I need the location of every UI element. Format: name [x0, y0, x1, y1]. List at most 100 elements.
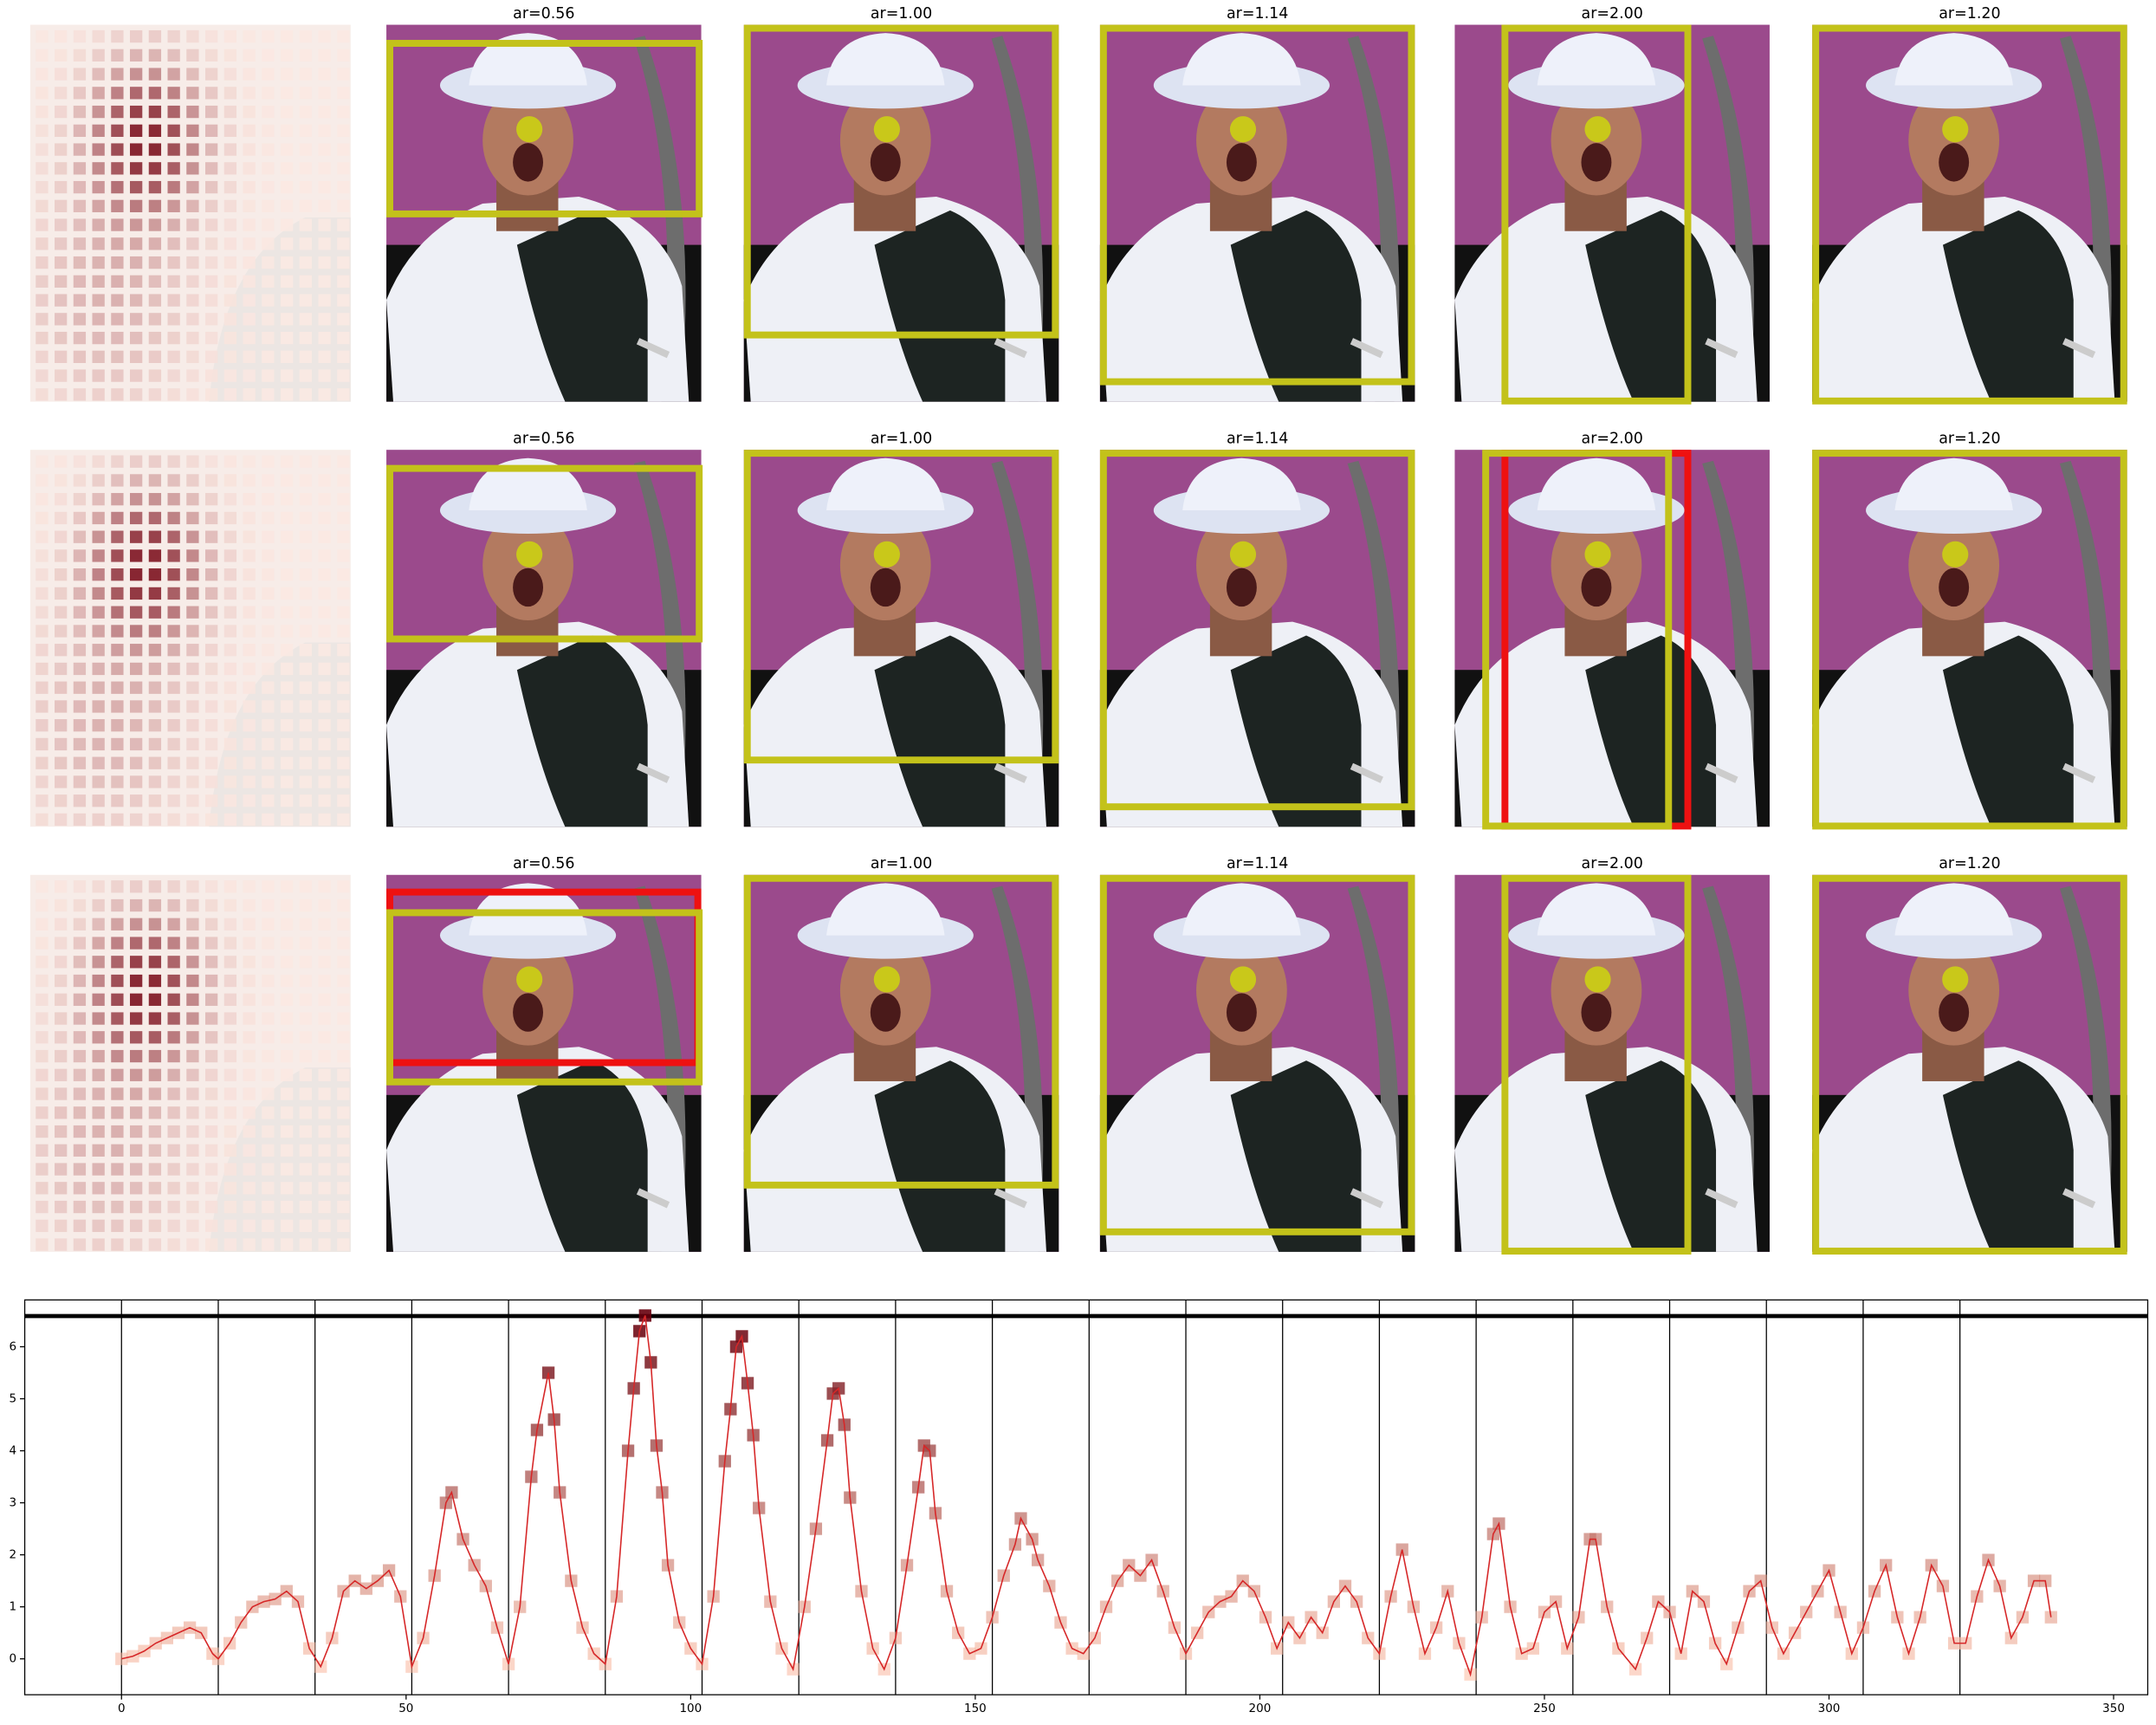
heatmap-cell	[73, 180, 87, 194]
heatmap-cell	[280, 49, 294, 62]
heatmap-cell	[186, 124, 199, 137]
heatmap-cell	[130, 105, 143, 119]
heatmap-cell	[318, 256, 331, 269]
heatmap-cell	[186, 813, 199, 827]
heatmap-cell	[299, 369, 313, 382]
heatmap-cell	[148, 474, 162, 487]
heatmap-cell	[299, 813, 313, 827]
heatmap-cell	[262, 1087, 275, 1100]
heatmap	[29, 874, 351, 1252]
heatmap-cell	[318, 625, 331, 638]
heatmap-cell	[223, 918, 237, 931]
heatmap-cell	[130, 331, 143, 345]
heatmap-cell	[148, 756, 162, 769]
photo-panel	[1454, 450, 1770, 827]
heatmap-cell	[318, 1049, 331, 1063]
heatmap-cell	[223, 1087, 237, 1100]
center-dot	[516, 966, 543, 993]
x-tick-label: 250	[1533, 1702, 1556, 1715]
heatmap-cell	[223, 756, 237, 769]
heatmap	[29, 24, 351, 402]
heatmap-cell	[92, 606, 105, 619]
heatmap-cell	[204, 719, 218, 732]
heatmap-cell	[36, 143, 49, 156]
heatmap-cell	[148, 199, 162, 212]
heatmap-cell	[204, 511, 218, 525]
heatmap-cell	[130, 918, 143, 931]
heatmap-cell	[73, 587, 87, 600]
heatmap-cell	[262, 587, 275, 600]
heatmap-cell	[280, 1031, 294, 1044]
heatmap-cell	[92, 143, 105, 156]
heatmap-cell	[318, 587, 331, 600]
heatmap-cell	[148, 1144, 162, 1157]
heatmap-cell	[167, 493, 180, 506]
heatmap-cell	[337, 218, 350, 231]
heatmap-cell	[73, 350, 87, 363]
heatmap-cell	[55, 511, 68, 525]
heatmap-cell	[204, 493, 218, 506]
heatmap-cell	[55, 474, 68, 487]
heatmap-cell	[299, 549, 313, 562]
heatmap-cell	[73, 1106, 87, 1119]
heatmap-cell	[186, 331, 199, 345]
heatmap-cell	[55, 1200, 68, 1214]
heatmap-cell	[280, 813, 294, 827]
heatmap-cell	[204, 1144, 218, 1157]
heatmap-cell	[280, 1238, 294, 1251]
heatmap-cell	[318, 1031, 331, 1044]
heatmap-cell	[167, 700, 180, 713]
heatmap-cell	[92, 625, 105, 638]
heatmap-cell	[223, 898, 237, 912]
heatmap-cell	[111, 974, 124, 988]
heatmap-cell	[262, 993, 275, 1006]
heatmap-cell	[299, 756, 313, 769]
heatmap-cell	[318, 956, 331, 969]
heatmap-cell	[299, 49, 313, 62]
heatmap-cell	[318, 1012, 331, 1025]
heatmap-cell	[204, 625, 218, 638]
heatmap-cell	[280, 606, 294, 619]
heatmap-cell	[130, 1125, 143, 1138]
panel-title: ar=1.20	[1939, 5, 2000, 23]
heatmap-cell	[337, 143, 350, 156]
heatmap-cell	[262, 455, 275, 468]
heatmap-cell	[223, 974, 237, 988]
heatmap-cell	[262, 331, 275, 345]
heatmap-cell	[92, 237, 105, 250]
heatmap-cell	[73, 681, 87, 694]
heatmap-cell	[55, 1144, 68, 1157]
heatmap-cell	[148, 1106, 162, 1119]
heatmap-cell	[204, 681, 218, 694]
heatmap-cell	[337, 124, 350, 137]
heatmap-cell	[280, 1144, 294, 1157]
heatmap-cell	[299, 898, 313, 912]
heatmap-cell	[243, 162, 256, 175]
heatmap-cell	[111, 493, 124, 506]
heatmap-cell	[299, 474, 313, 487]
heatmap-cell	[337, 1163, 350, 1176]
heatmap-cell	[280, 1087, 294, 1100]
heatmap-cell	[73, 511, 87, 525]
heatmap-cell	[186, 625, 199, 638]
heatmap-cell	[280, 625, 294, 638]
heatmap-cell	[167, 474, 180, 487]
heatmap-cell	[204, 350, 218, 363]
heatmap-cell	[186, 68, 199, 81]
heatmap-cell	[299, 511, 313, 525]
heatmap-cell	[55, 455, 68, 468]
heatmap-cell	[148, 974, 162, 988]
heatmap-cell	[167, 1144, 180, 1157]
heatmap-cell	[280, 644, 294, 657]
heatmap-cell	[280, 1182, 294, 1195]
heatmap-cell	[167, 794, 180, 807]
heatmap-cell	[318, 662, 331, 676]
y-tick-label: 1	[9, 1600, 16, 1614]
heatmap-cell	[186, 794, 199, 807]
heatmap-cell	[299, 625, 313, 638]
heatmap-cell	[262, 350, 275, 363]
heatmap-cell	[337, 956, 350, 969]
photo	[1100, 875, 1415, 1252]
heatmap-cell	[337, 493, 350, 506]
heatmap-cell	[337, 1049, 350, 1063]
